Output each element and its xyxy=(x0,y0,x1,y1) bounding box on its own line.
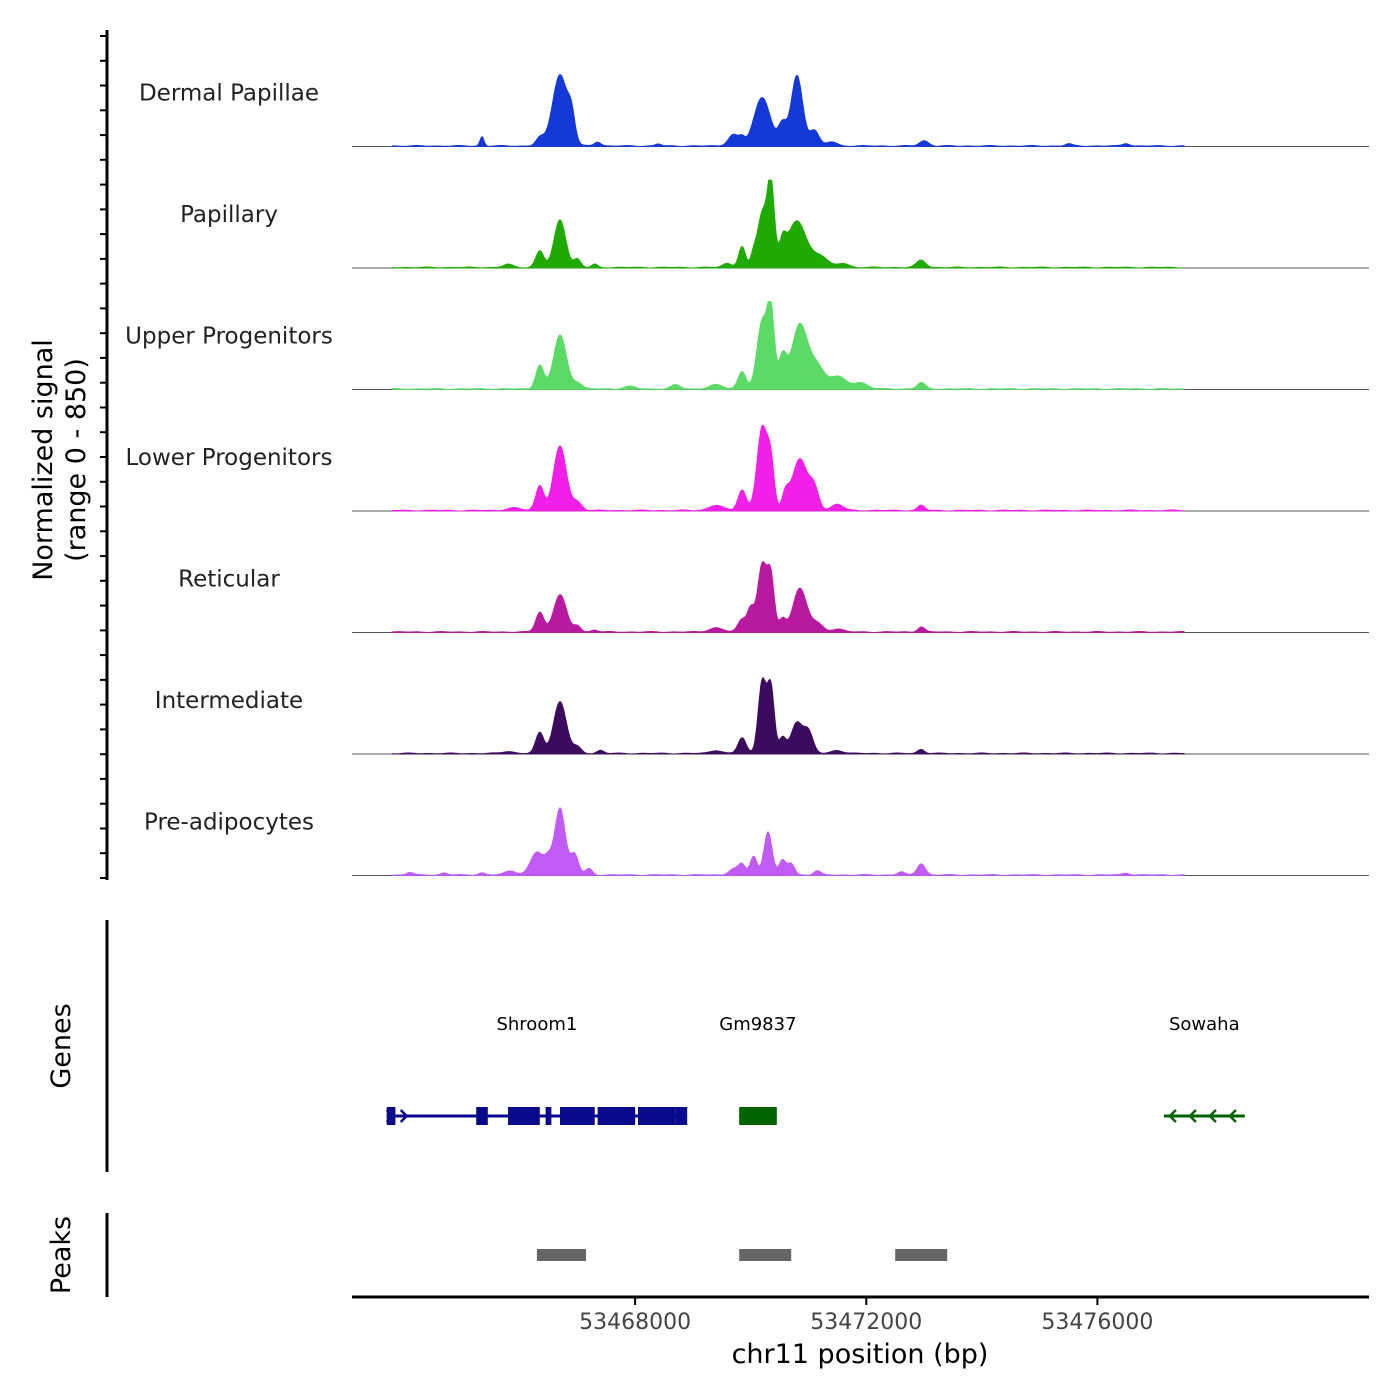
gene-exon xyxy=(508,1107,540,1125)
track-reticular: Reticular xyxy=(178,561,1369,633)
coverage-area xyxy=(392,301,1185,390)
track-pre-adipocytes: Pre-adipocytes xyxy=(144,807,1369,876)
y-axis-label: Normalized signal xyxy=(28,339,59,581)
peak-track xyxy=(536,1249,948,1261)
strand-arrow xyxy=(1168,1109,1177,1123)
strand-arrow xyxy=(399,1109,409,1123)
signal-y-ticks xyxy=(100,35,107,879)
gene-exon xyxy=(476,1107,488,1125)
coverage-area xyxy=(392,807,1185,876)
signal-tracks: Dermal Papillae Papillary Upper Progenitor… xyxy=(125,74,1369,876)
gene-exon xyxy=(560,1107,595,1125)
track-label: Reticular xyxy=(178,567,280,593)
track-dermal-papillae: Dermal Papillae xyxy=(139,74,1369,147)
track-papillary: Papillary xyxy=(180,179,1369,269)
track-label: Pre-adipocytes xyxy=(144,810,314,836)
gene-track: Shroom1 Gm9837 Sowaha xyxy=(385,1014,1245,1125)
track-lower-progenitors: Lower Progenitors xyxy=(126,424,1369,512)
peak-region xyxy=(895,1249,948,1261)
gene-exon xyxy=(638,1107,676,1125)
gene-sowaha: Sowaha xyxy=(1163,1014,1245,1123)
gene-shroom1: Shroom1 xyxy=(385,1014,688,1125)
gene-label: Sowaha xyxy=(1169,1014,1240,1035)
track-intermediate: Intermediate xyxy=(155,677,1369,755)
x-tick-label: 53476000 xyxy=(1041,1310,1153,1335)
track-upper-progenitors: Upper Progenitors xyxy=(125,301,1369,390)
peak-region xyxy=(536,1249,586,1261)
track-label: Intermediate xyxy=(155,688,303,714)
peak-region xyxy=(739,1249,792,1261)
gene-gm9837: Gm9837 xyxy=(719,1014,797,1125)
coverage-area xyxy=(392,677,1185,755)
x-axis-title: chr11 position (bp) xyxy=(732,1339,989,1370)
track-label: Upper Progenitors xyxy=(125,324,333,350)
coverage-area xyxy=(392,74,1185,147)
gene-exon xyxy=(739,1107,777,1125)
gene-exon xyxy=(597,1107,636,1125)
peaks-panel-label: Peaks xyxy=(46,1216,77,1294)
coverage-area xyxy=(392,179,1185,269)
gene-label: Gm9837 xyxy=(719,1014,796,1035)
strand-arrow xyxy=(1188,1109,1197,1123)
gene-exon xyxy=(545,1107,552,1125)
y-axis-title: Normalized signal (range 0 - 850) xyxy=(28,339,92,581)
track-label: Dermal Papillae xyxy=(139,81,319,107)
gene-exon xyxy=(675,1107,688,1125)
genes-panel-label: Genes xyxy=(46,1003,77,1088)
x-axis-ticks: 53468000 53472000 53476000 xyxy=(579,1297,1153,1335)
strand-arrow xyxy=(385,1109,395,1123)
gene-label: Shroom1 xyxy=(496,1014,577,1035)
coverage-area xyxy=(392,424,1185,512)
x-tick-label: 53472000 xyxy=(810,1310,922,1335)
track-label: Papillary xyxy=(180,202,278,228)
y-axis-range-label: (range 0 - 850) xyxy=(61,358,92,562)
coverage-area xyxy=(392,561,1185,633)
x-tick-label: 53468000 xyxy=(579,1310,691,1335)
track-label: Lower Progenitors xyxy=(126,445,333,471)
strand-arrow xyxy=(1208,1109,1217,1123)
strand-arrow xyxy=(1228,1109,1237,1123)
